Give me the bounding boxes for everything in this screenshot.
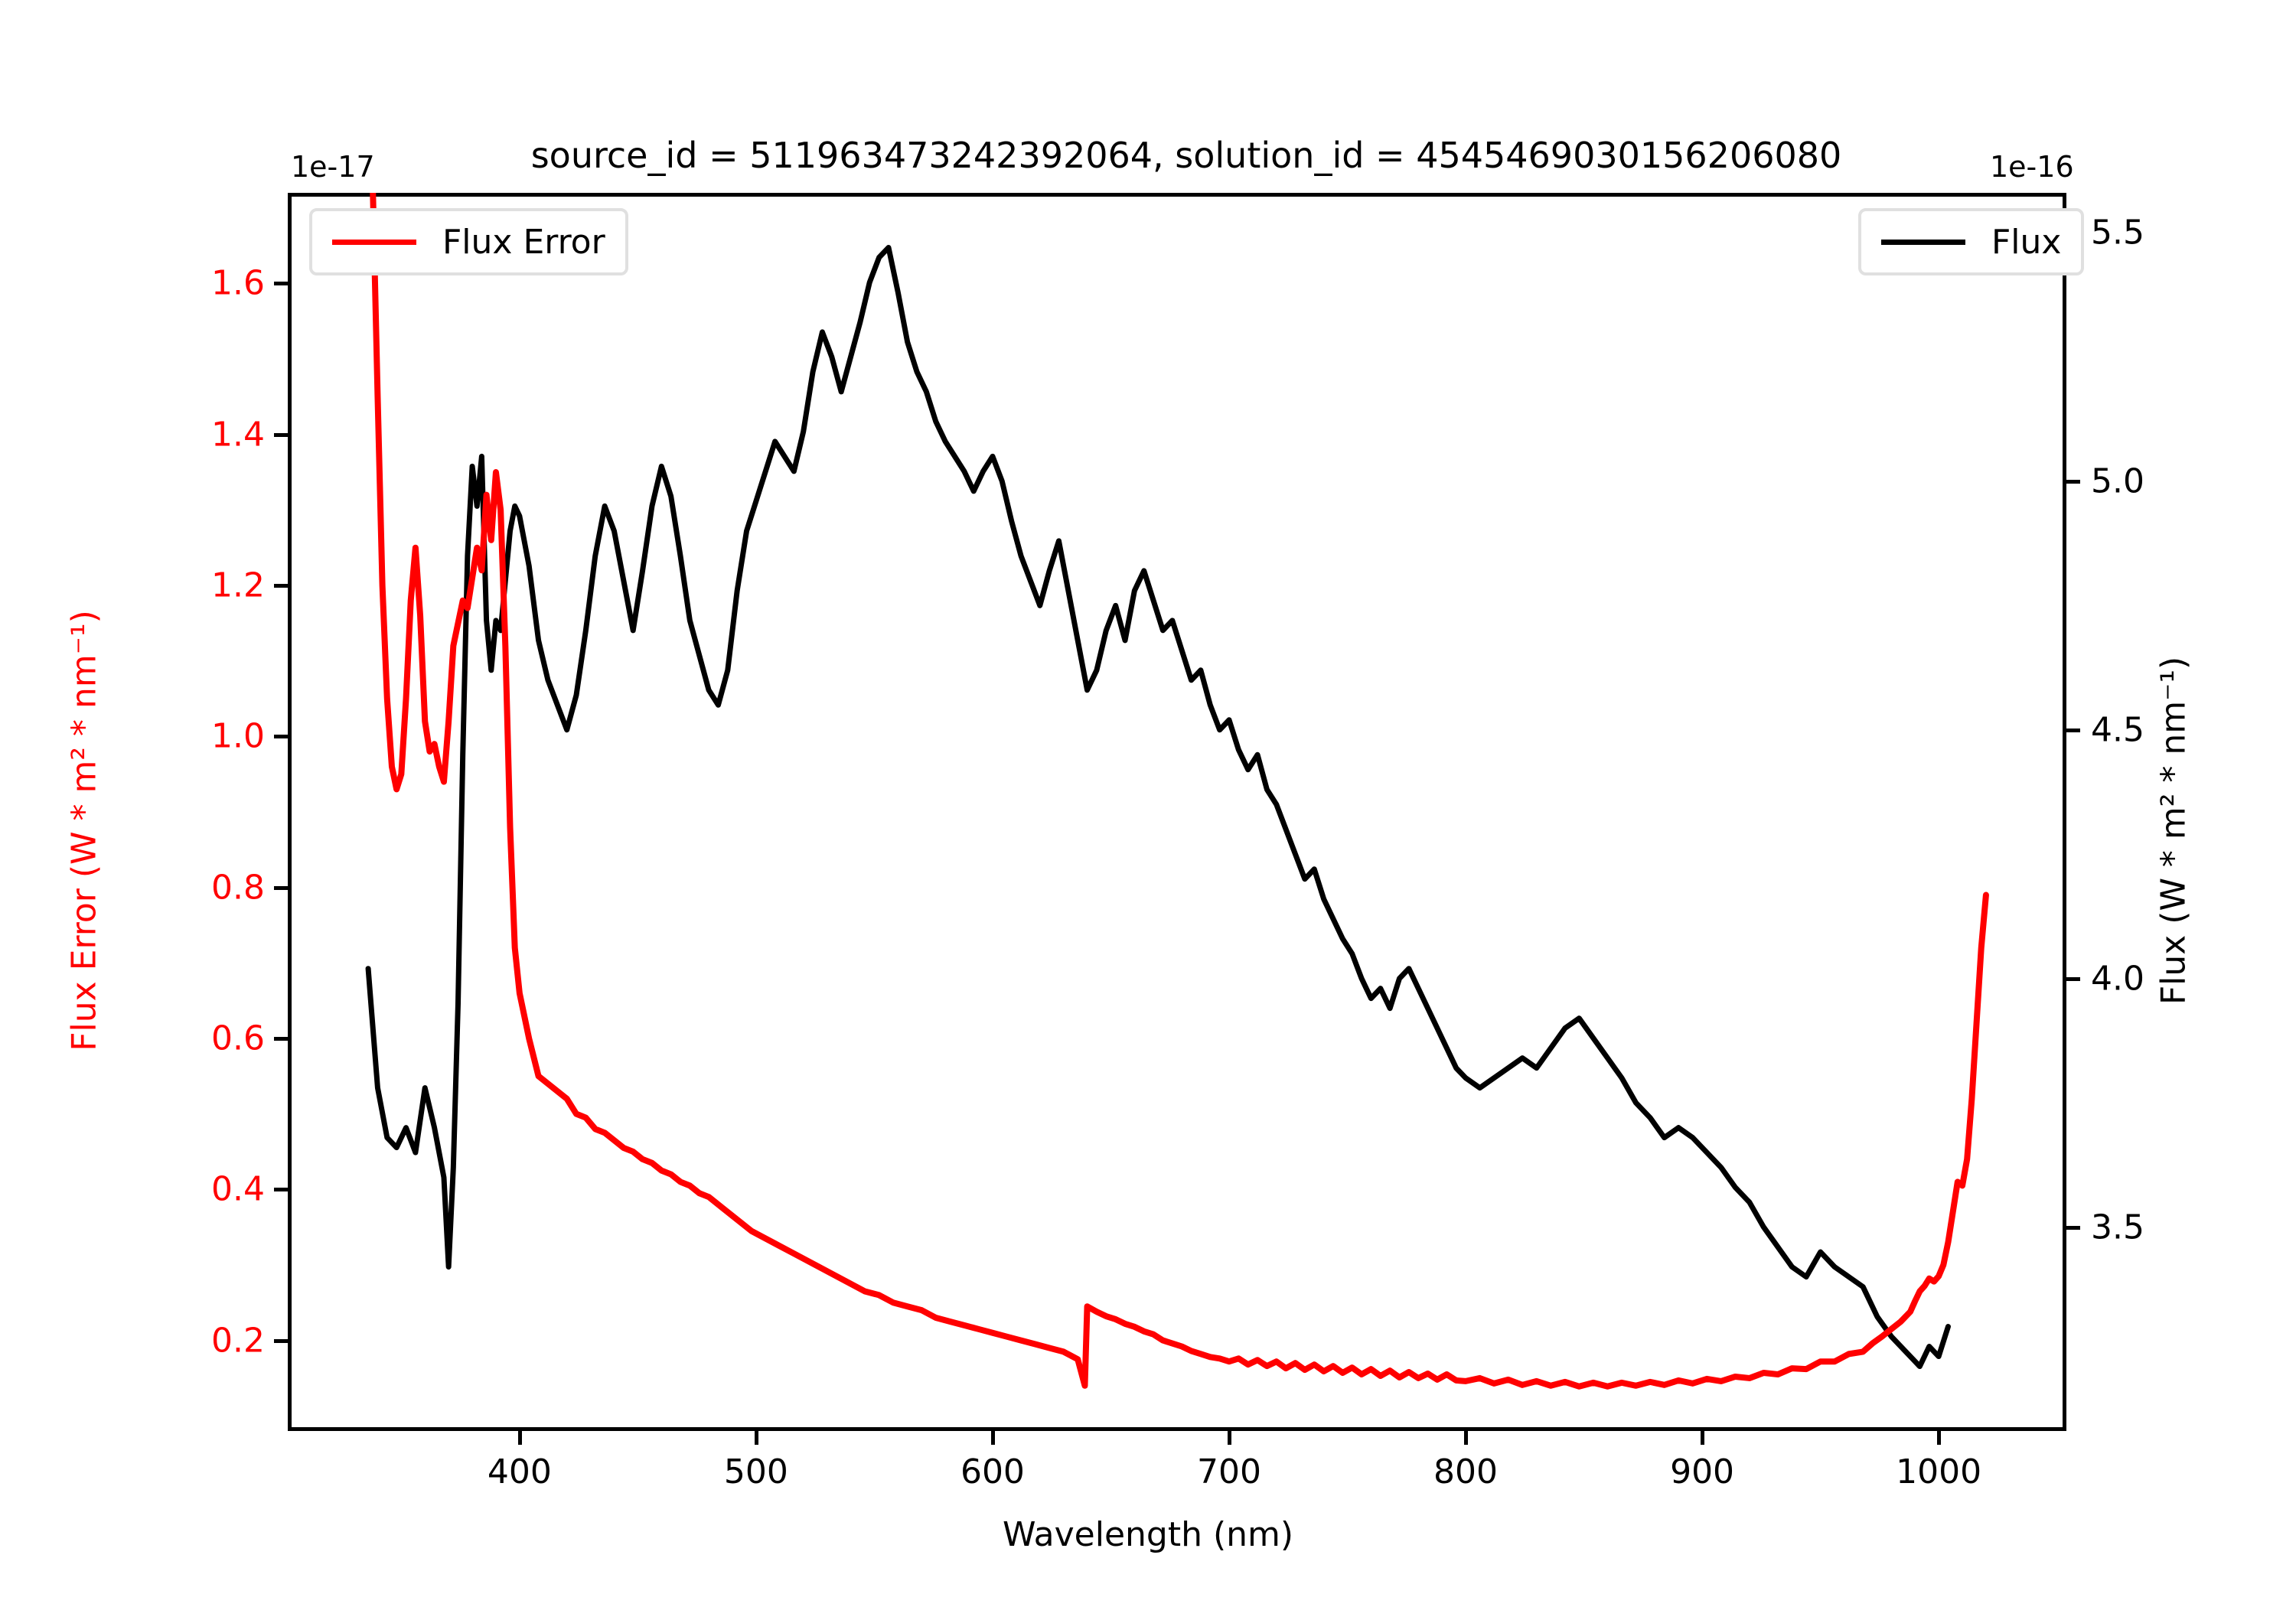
legend-line-swatch-icon — [332, 239, 416, 245]
legend-label-flux: Flux — [1991, 222, 2062, 262]
left-y-tick-mark — [274, 584, 288, 588]
legend-label-flux-error: Flux Error — [442, 222, 605, 262]
right-y-tick-mark — [2066, 976, 2080, 981]
x-tick-mark — [1937, 1431, 1942, 1445]
axes-frame — [288, 193, 2066, 1431]
flux-error-series-line — [370, 193, 1989, 1390]
x-tick-label: 700 — [1196, 1452, 1261, 1491]
right-y-tick-label: 4.0 — [2091, 959, 2144, 999]
right-y-tick-mark — [2066, 479, 2080, 484]
x-tick-label: 900 — [1670, 1452, 1735, 1491]
left-y-tick-mark — [274, 1036, 288, 1041]
left-y-tick-mark — [274, 282, 288, 286]
x-tick-label: 500 — [723, 1452, 788, 1491]
x-tick-mark — [517, 1431, 522, 1445]
right-y-tick-label: 5.5 — [2091, 213, 2144, 253]
x-tick-label: 800 — [1433, 1452, 1499, 1491]
x-tick-mark — [990, 1431, 995, 1445]
right-y-axis-label: Flux (W * m² * nm⁻¹) — [2154, 656, 2193, 1006]
right-y-tick-mark — [2066, 728, 2080, 732]
right-y-tick-label: 3.5 — [2091, 1208, 2144, 1247]
left-y-axis-label: Flux Error (W * m² * nm⁻¹) — [64, 610, 104, 1051]
x-tick-mark — [1227, 1431, 1231, 1445]
x-tick-mark — [1464, 1431, 1469, 1445]
legend-flux[interactable]: Flux — [1858, 208, 2085, 275]
left-y-tick-label: 0.8 — [211, 868, 265, 908]
legend-line-swatch-icon — [1881, 239, 1965, 245]
left-y-tick-label: 0.6 — [211, 1019, 265, 1058]
left-y-tick-mark — [274, 1338, 288, 1343]
left-y-tick-mark — [274, 735, 288, 739]
left-y-tick-label: 1.6 — [211, 263, 265, 303]
right-y-tick-label: 4.5 — [2091, 710, 2144, 750]
plot-area — [365, 193, 1989, 1390]
left-y-tick-mark — [274, 432, 288, 437]
left-y-tick-label: 0.2 — [211, 1321, 265, 1361]
x-tick-mark — [754, 1431, 758, 1445]
right-y-tick-label: 5.0 — [2091, 461, 2144, 501]
right-axis-offset-text: 1e-16 — [1990, 150, 2074, 184]
left-axis-offset-text: 1e-17 — [291, 150, 375, 184]
x-tick-label: 600 — [960, 1452, 1025, 1491]
x-tick-label: 1000 — [1896, 1452, 1982, 1491]
left-y-tick-label: 1.2 — [211, 566, 265, 605]
left-y-tick-label: 1.4 — [211, 415, 265, 455]
left-y-tick-label: 1.0 — [211, 716, 265, 756]
flux-series-line — [365, 244, 1951, 1370]
plot-title: source_id = 511963473242392064, solution… — [530, 135, 1842, 176]
x-tick-label: 400 — [487, 1452, 552, 1491]
legend-flux-error[interactable]: Flux Error — [309, 208, 628, 275]
left-y-tick-mark — [274, 885, 288, 890]
x-tick-mark — [1701, 1431, 1705, 1445]
left-y-tick-mark — [274, 1188, 288, 1192]
x-axis-label: Wavelength (nm) — [1002, 1515, 1294, 1554]
right-y-tick-mark — [2066, 1225, 2080, 1230]
left-y-tick-label: 0.4 — [211, 1169, 265, 1209]
